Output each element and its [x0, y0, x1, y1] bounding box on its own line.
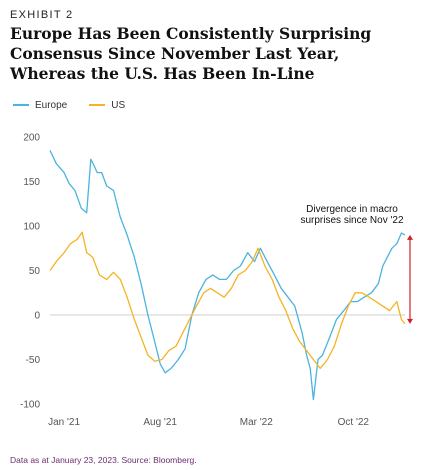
x-tick-label: Mar '22 — [240, 417, 273, 428]
y-tick-label: 200 — [23, 133, 40, 144]
divergence-arrow-head-bottom — [407, 318, 413, 324]
y-tick-label: 150 — [23, 177, 40, 188]
y-tick-label: -50 — [26, 355, 41, 366]
series-line-us — [49, 231, 406, 370]
x-tick-label: Aug '21 — [143, 417, 177, 428]
legend: Europe US — [13, 98, 147, 112]
line-chart: 200 150 100 50 0 -50 -100 Jan '21 Aug '21 Mar '22… — [20, 133, 413, 428]
legend-item-us: US — [89, 100, 125, 111]
divergence-arrow-head-top — [407, 234, 413, 240]
y-tick-label: 100 — [23, 222, 40, 233]
footnote: Data as at January 23, 2023. Source: Blo… — [10, 455, 197, 465]
y-tick-label: -100 — [20, 400, 40, 411]
y-tick-label: 0 — [34, 311, 40, 322]
annotation-text-line: Divergence in macro — [306, 204, 398, 215]
exhibit-label: EXHIBIT 2 — [10, 9, 74, 21]
y-tick-label: 50 — [29, 266, 41, 277]
legend-label-us: US — [111, 99, 126, 111]
series-line-europe — [49, 150, 406, 401]
legend-label-europe: Europe — [35, 99, 68, 111]
legend-swatch-europe — [13, 104, 29, 106]
x-tick-label: Oct '22 — [338, 417, 370, 428]
legend-item-europe: Europe — [13, 100, 67, 111]
x-tick-label: Jan '21 — [48, 417, 80, 428]
legend-swatch-us — [89, 104, 106, 106]
chart-title: Europe Has Been Consistently Surprising … — [10, 24, 372, 83]
annotation-text-line: surprises since Nov '22 — [300, 215, 404, 226]
